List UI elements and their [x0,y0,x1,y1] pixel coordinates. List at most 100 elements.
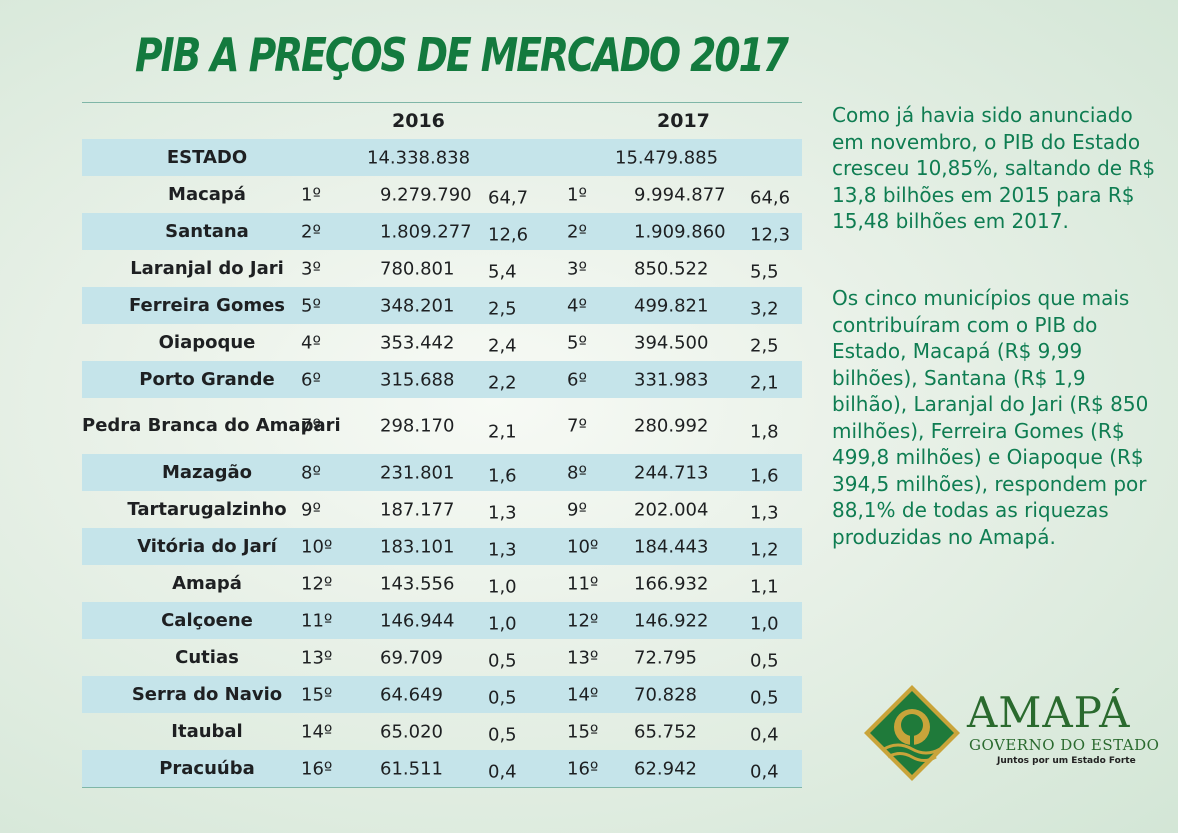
percent-2017: 0,5 [750,687,779,709]
rank-2016: 16º [301,758,333,779]
percent-2016: 2,1 [488,421,517,443]
table-row: Mazagão 8º 231.801 1,6 8º 244.713 1,6 [82,454,802,491]
municipality-name: Serra do Navio [131,683,283,705]
percent-2017: 1,6 [750,465,779,487]
table-header-row: 2016 2017 [82,103,802,139]
estado-value-2016: 14.338.838 [367,147,471,168]
municipality-name: Vitória do Jarí [137,535,277,557]
percent-2016: 12,6 [488,224,529,246]
table-row: Santana 2º 1.809.277 12,6 2º 1.909.860 12,3 [82,213,802,250]
value-2016: 298.170 [380,415,455,437]
rank-2016: 10º [301,536,333,557]
percent-2017: 64,6 [750,187,791,209]
logo-subtitle: GOVERNO DO ESTADO [969,736,1160,754]
table-row: Amapá 12º 143.556 1,0 11º 166.932 1,1 [82,565,802,602]
logo-brand: AMAPÁ [967,688,1131,737]
value-2016: 353.442 [380,332,455,353]
table-row: Macapá 1º 9.279.790 64,7 1º 9.994.877 64,6 [82,176,802,213]
percent-2016: 0,5 [488,687,517,709]
rank-2017: 4º [567,295,587,316]
table-row: Ferreira Gomes 5º 348.201 2,5 4º 499.821 3,2 [82,287,802,324]
percent-2017: 0,5 [750,650,779,672]
rank-2017: 7º [567,415,587,437]
table-row: Cutias 13º 69.709 0,5 13º 72.795 0,5 [82,639,802,676]
percent-2017: 12,3 [750,224,791,246]
rank-2017: 2º [567,221,587,242]
rank-2017: 8º [567,462,587,483]
municipality-name: Cutias [175,646,239,668]
percent-2016: 0,5 [488,650,517,672]
value-2016: 348.201 [380,295,455,316]
value-2016: 183.101 [380,536,455,557]
municipality-name: Porto Grande [139,368,275,390]
value-2016: 315.688 [380,369,455,390]
percent-2016: 1,0 [488,576,517,598]
percent-2016: 5,4 [488,261,517,283]
rank-2016: 14º [301,721,333,742]
page-title: PIB A PREÇOS DE MERCADO 2017 [135,28,789,82]
municipality-rows: Macapá 1º 9.279.790 64,7 1º 9.994.877 64,6 Sant… [82,176,802,787]
rank-2017: 11º [567,573,599,594]
percent-2017: 1,8 [750,421,779,443]
value-2016: 69.709 [380,647,443,668]
table-row: Pracuúba 16º 61.511 0,4 16º 62.942 0,4 [82,750,802,787]
municipality-name: Laranjal do Jari [130,257,284,279]
table-bottom-rule [82,787,802,788]
municipality-name: Ferreira Gomes [128,294,285,316]
table-row: Laranjal do Jari 3º 780.801 5,4 3º 850.522 5,5 [82,250,802,287]
municipality-name: Mazagão [161,461,253,483]
value-2017: 166.932 [634,573,709,594]
value-2016: 143.556 [380,573,455,594]
percent-2016: 2,2 [488,372,517,394]
value-2017: 9.994.877 [634,184,726,205]
rank-2017: 14º [567,684,599,705]
value-2016: 64.649 [380,684,443,705]
table-row: Oiapoque 4º 353.442 2,4 5º 394.500 2,5 [82,324,802,361]
rank-2017: 9º [567,499,587,520]
table-row: Calçoene 11º 146.944 1,0 12º 146.922 1,0 [82,602,802,639]
municipality-name: Itaubal [171,720,243,742]
municipality-name: Calçoene [161,609,253,631]
value-2017: 72.795 [634,647,697,668]
rank-2017: 16º [567,758,599,779]
estado-label: ESTADO [166,146,248,168]
percent-2016: 2,5 [488,298,517,320]
percent-2016: 0,4 [488,761,517,783]
value-2017: 331.983 [634,369,709,390]
value-2017: 850.522 [634,258,709,279]
value-2017: 70.828 [634,684,697,705]
percent-2017: 0,4 [750,724,779,746]
rank-2017: 15º [567,721,599,742]
percent-2017: 1,1 [750,576,779,598]
value-2016: 187.177 [380,499,455,520]
value-2017: 280.992 [634,415,709,437]
rank-2016: 11º [301,610,333,631]
percent-2016: 1,6 [488,465,517,487]
rank-2016: 2º [301,221,321,242]
percent-2016: 64,7 [488,187,529,209]
rank-2017: 3º [567,258,587,279]
rank-2016: 5º [301,295,321,316]
percent-2017: 2,5 [750,335,779,357]
percent-2017: 3,2 [750,298,779,320]
value-2017: 244.713 [634,462,709,483]
logo-slogan: Juntos por um Estado Forte [997,756,1136,766]
value-2017: 394.500 [634,332,709,353]
table-row: Itaubal 14º 65.020 0,5 15º 65.752 0,4 [82,713,802,750]
table-row: Porto Grande 6º 315.688 2,2 6º 331.983 2,1 [82,361,802,398]
rank-2016: 9º [301,499,321,520]
percent-2016: 2,4 [488,335,517,357]
value-2017: 1.909.860 [634,221,726,242]
rank-2016: 7º [301,415,321,437]
table-top-rule [82,102,802,103]
municipality-name: Macapá [168,183,246,205]
growth-paragraph: Como já havia sido anunciado em novembro… [832,103,1156,233]
percent-2016: 1,3 [488,502,517,524]
municipality-name: Pracuúba [159,757,255,779]
municipality-name: Oiapoque [158,331,256,353]
percent-2016: 1,0 [488,613,517,635]
year-2016-header: 2016 [392,110,445,132]
value-2017: 202.004 [634,499,709,520]
value-2017: 499.821 [634,295,709,316]
rank-2016: 6º [301,369,321,390]
